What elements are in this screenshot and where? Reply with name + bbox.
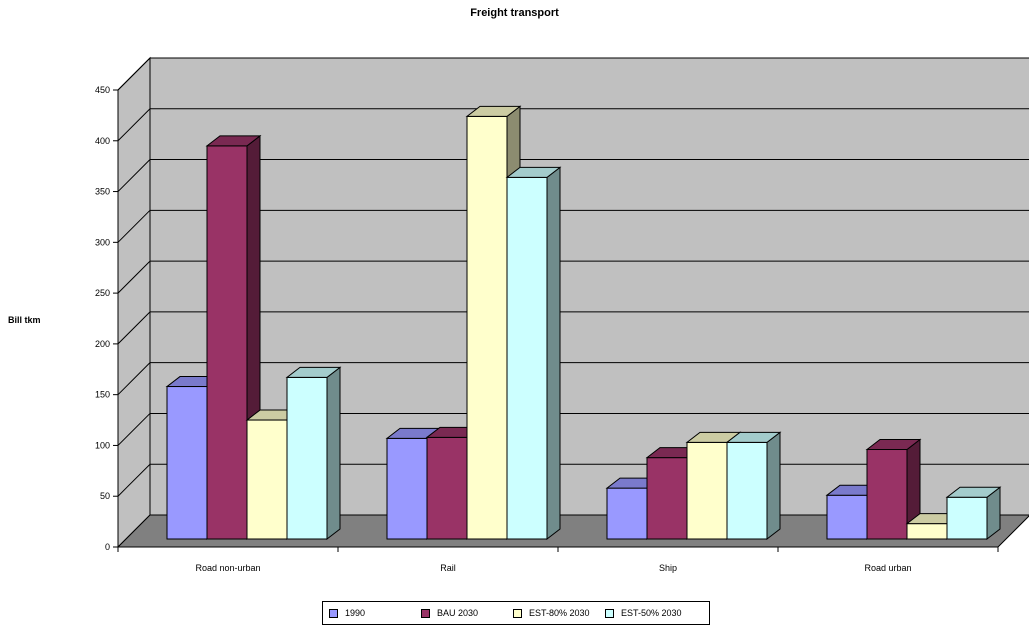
gridline [117,159,1029,192]
chart-title: Freight transport [470,7,559,19]
bar-top [465,105,522,117]
bar-top [725,431,782,443]
bar-front [826,494,868,540]
bar-front [166,386,208,540]
bar-top [205,135,262,147]
x-tick-label: Ship [659,563,677,573]
x-tick-label: Road non-urban [195,563,260,573]
plot-walls [116,56,1029,549]
bar-front [506,176,548,540]
y-tick-label: 250 [95,288,110,298]
legend-swatch [329,608,338,618]
bar-top [285,366,342,378]
legend-item: EST-50% 2030 [605,608,697,618]
bar [865,438,922,541]
bar-front [246,419,288,540]
gridline [117,412,1029,446]
legend-swatch [605,608,614,618]
side-wall [117,56,151,549]
y-tick-label: 350 [95,187,110,197]
bar [725,431,782,541]
bar-front [646,457,688,540]
bar-front [426,436,468,540]
bar-side [766,431,781,541]
chart-plot: 0 50 100 150 200 250 300 350 400 450 Road non-urba… [95,56,1029,573]
legend-label: BAU 2030 [437,608,479,618]
bar-front [286,376,328,540]
bar-top [865,439,922,451]
y-tick-label: 0 [105,542,110,552]
bar-front [606,487,648,540]
legend-label: EST-80% 2030 [529,608,590,618]
legend-item: BAU 2030 [421,608,513,618]
axes: 0 50 100 150 200 250 300 350 400 450 Road non-urba… [95,85,999,573]
y-tick-label: 150 [95,390,110,400]
legend-item: EST-80% 2030 [513,608,605,618]
bar-front [466,115,508,540]
legend: 1990 BAU 2030 EST-80% 2030 EST-50% 2030 [322,601,710,625]
bar-side [546,166,561,541]
x-tick-label: Road urban [864,563,911,573]
bar [505,166,562,541]
bar [285,366,342,541]
bar-front [206,145,248,540]
y-tick-label: 400 [95,136,110,146]
legend-label: 1990 [345,608,366,618]
legend-swatch [513,608,522,618]
y-tick-label: 300 [95,237,110,247]
bar-top [945,486,1002,498]
bar-front [946,496,988,540]
y-tick-label: 100 [95,440,110,450]
bar [945,486,1002,541]
bar-side [326,366,341,541]
legend-label: EST-50% 2030 [621,608,682,618]
gridline [117,57,1029,91]
gridline [117,311,1029,345]
x-tick-label: Rail [440,563,456,573]
bar-front [686,441,728,540]
bar-front [726,441,768,540]
bar-top [505,166,562,178]
gridline [117,260,1029,294]
gridline [117,209,1029,243]
legend-item: 1990 [329,608,421,618]
gridline [117,108,1029,142]
bar-front [386,437,428,540]
y-axis-label: Bill tkm [8,315,41,325]
gridline [117,362,1029,396]
legend-swatch [421,608,430,618]
y-tick-label: 200 [95,339,110,349]
y-tick-label: 50 [100,491,110,501]
bar-front [866,449,908,540]
bars [165,105,1002,541]
y-tick-label: 450 [95,85,110,95]
bar-front [906,523,948,540]
